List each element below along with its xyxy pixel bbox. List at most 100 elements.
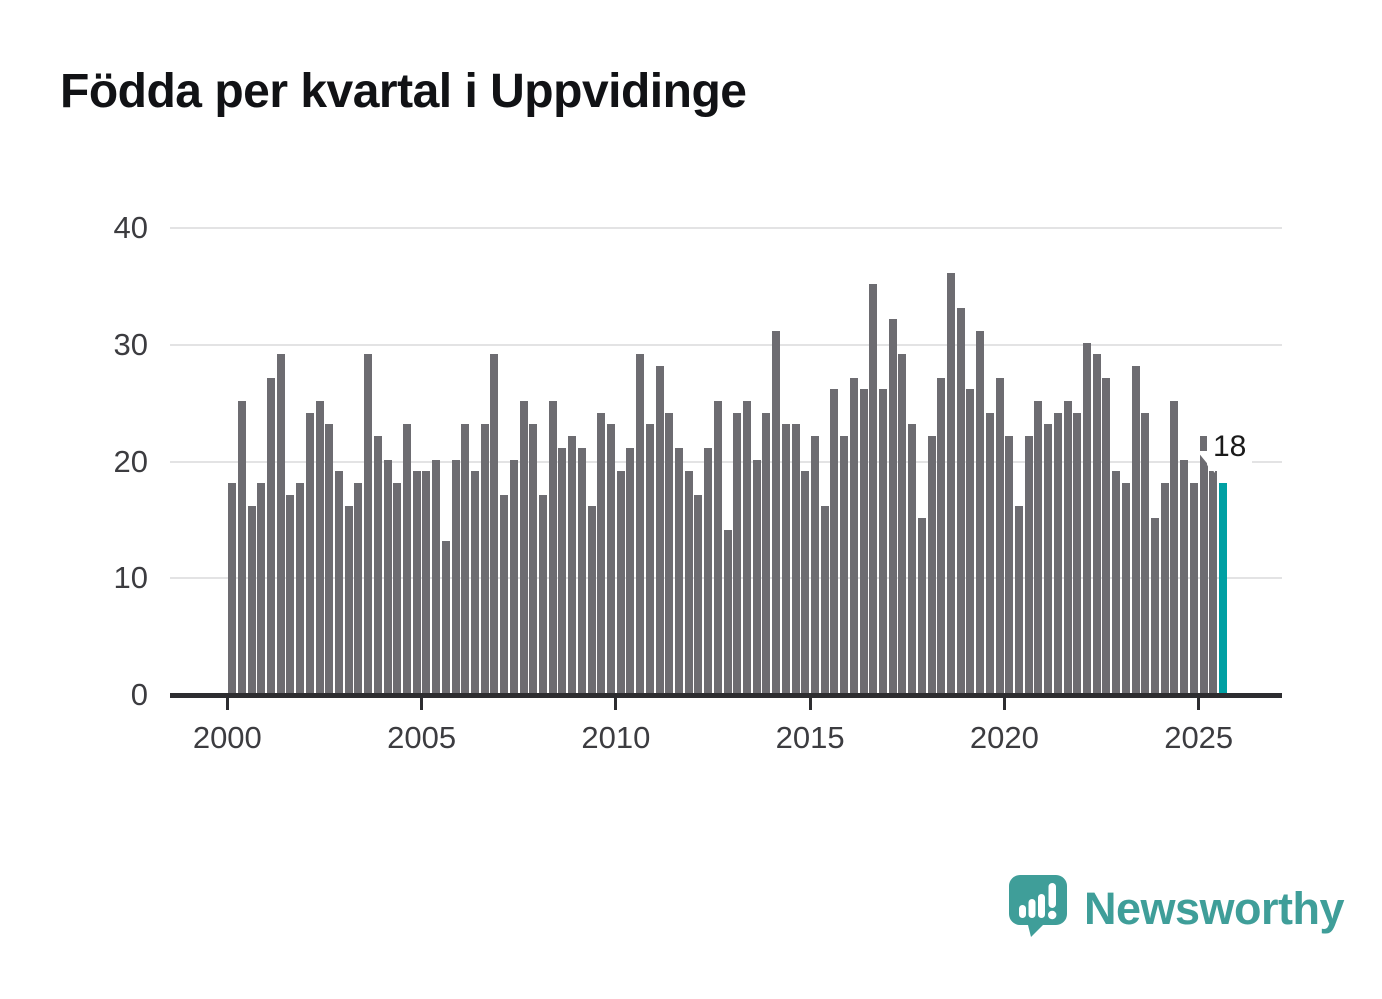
bar: [733, 412, 742, 693]
bar: [713, 401, 722, 693]
bar: [801, 471, 810, 693]
bar: [1141, 412, 1150, 693]
value-callout: 18: [1196, 428, 1253, 473]
bar: [820, 506, 829, 693]
bar: [1160, 482, 1169, 693]
bar: [461, 424, 470, 693]
bar: [704, 447, 713, 693]
bar: [607, 424, 615, 693]
bar: [645, 424, 654, 693]
bar: [597, 412, 606, 693]
x-axis-tick-2005: [420, 698, 424, 710]
bar: [1170, 401, 1179, 693]
bar: [441, 541, 450, 693]
bar: [335, 471, 343, 693]
bar: [810, 436, 819, 693]
bar: [976, 331, 985, 693]
bar: [781, 424, 790, 693]
y-axis-label-30: 30: [113, 326, 148, 362]
bar: [1024, 436, 1033, 693]
bar: [237, 401, 246, 693]
bar: [276, 354, 285, 693]
bar: [539, 494, 547, 693]
bar: [1121, 482, 1130, 693]
bar: [966, 389, 975, 693]
y-axis-label-10: 10: [113, 560, 148, 596]
bar: [315, 401, 324, 693]
callout-pointer: [1196, 450, 1215, 473]
bar: [946, 272, 955, 693]
bar: [1063, 401, 1072, 693]
bar: [937, 377, 946, 693]
bar: [849, 377, 858, 693]
bar: [675, 447, 683, 693]
bar: [1053, 412, 1062, 693]
bar: [500, 494, 509, 693]
bar: [684, 471, 693, 693]
bar: [325, 424, 334, 693]
bar: [247, 506, 256, 693]
bar: [490, 354, 499, 693]
x-axis-label-2015: 2015: [775, 720, 845, 755]
bar: [577, 447, 586, 693]
bar: [927, 436, 936, 693]
x-axis-tick-2015: [808, 698, 812, 710]
highlighted-bar: [1218, 482, 1227, 693]
bar: [878, 389, 887, 693]
newsworthy-wordmark: Newsworthy: [1084, 882, 1345, 934]
bar: [383, 459, 392, 693]
bar: [286, 494, 295, 693]
bar: [519, 401, 528, 693]
bar: [636, 354, 645, 693]
bar: [480, 424, 489, 693]
bar: [616, 471, 625, 693]
x-axis-tick-2020: [1002, 698, 1006, 710]
bar: [354, 482, 363, 693]
bar: [742, 401, 751, 693]
bar: [956, 307, 965, 693]
bar: [772, 331, 781, 693]
bar: [1082, 342, 1091, 693]
y-axis-label-40: 40: [113, 210, 148, 245]
bar: [723, 529, 732, 693]
x-axis-label-2000: 2000: [192, 720, 262, 755]
bar: [694, 494, 703, 693]
bar: [529, 424, 538, 693]
gridline-y-40: [170, 227, 1282, 229]
bar: [840, 436, 849, 693]
chart-title: Födda per kvartal i Uppvidinge: [60, 65, 747, 118]
bar: [859, 389, 868, 693]
bar: [762, 412, 771, 693]
bar: [1209, 471, 1218, 693]
bar: [830, 389, 839, 693]
bar: [471, 471, 479, 693]
x-axis-line: [170, 693, 1282, 698]
bar: [373, 436, 382, 693]
bar: [228, 482, 237, 693]
bar: [791, 424, 800, 693]
bar: [888, 319, 897, 693]
x-axis-label-2010: 2010: [581, 720, 651, 755]
bar: [257, 482, 266, 693]
bar: [1180, 459, 1189, 693]
bar: [587, 506, 596, 693]
bar: [1131, 366, 1140, 693]
newsworthy-logo-icon: [1008, 874, 1068, 943]
x-axis-tick-2025: [1197, 698, 1201, 710]
x-axis-label-2020: 2020: [969, 720, 1039, 755]
bar: [558, 447, 567, 693]
x-axis-label-2025: 2025: [1164, 720, 1234, 755]
bar: [1092, 354, 1101, 693]
bar: [344, 506, 353, 693]
bar: [364, 354, 373, 693]
bar: [1150, 517, 1159, 693]
bar: [1112, 471, 1121, 693]
bar: [985, 412, 994, 693]
x-axis-tick-2000: [225, 698, 229, 710]
bar: [432, 459, 441, 693]
y-axis-label-20: 20: [113, 443, 148, 479]
bar: [1034, 401, 1043, 693]
bar: [412, 471, 421, 693]
x-axis-tick-2010: [614, 698, 618, 710]
